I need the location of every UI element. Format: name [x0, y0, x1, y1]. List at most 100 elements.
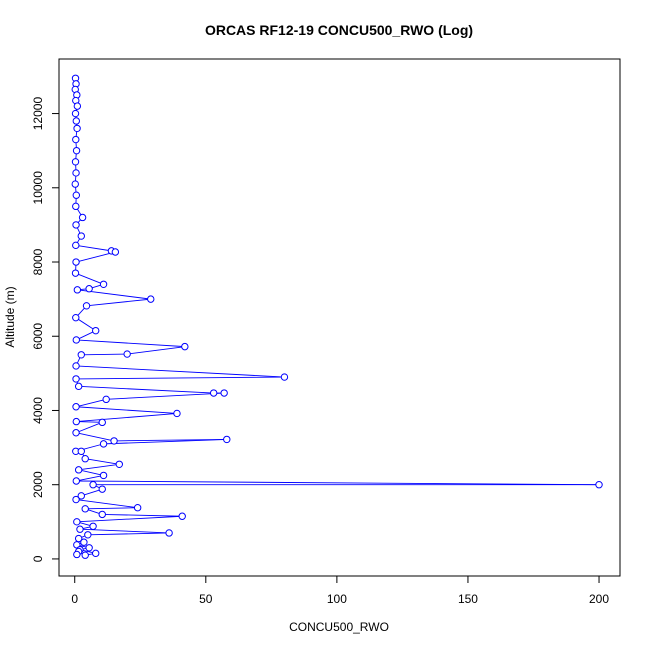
- series-line-segment: [81, 353, 128, 356]
- series-line-segment: [78, 463, 120, 471]
- data-point: [98, 418, 106, 427]
- data-point: [89, 522, 97, 530]
- data-point: [115, 460, 123, 468]
- data-point: [99, 440, 108, 448]
- data-point: [220, 389, 228, 397]
- data-point: [80, 538, 88, 546]
- data-point: [82, 302, 91, 310]
- data-point: [72, 375, 80, 383]
- data-point: [99, 280, 108, 288]
- series-line-segment: [76, 515, 183, 523]
- series-line-segment: [86, 298, 151, 307]
- data-point: [76, 525, 84, 533]
- series-line-segment: [76, 474, 104, 482]
- data-point: [84, 531, 92, 539]
- data-point: [72, 403, 80, 411]
- series-line-segment: [79, 528, 170, 534]
- x-tick-label: 200: [589, 592, 609, 606]
- series-line-segment: [85, 507, 138, 510]
- data-point: [72, 241, 80, 250]
- data-point: [72, 362, 80, 370]
- series-line-segment: [76, 376, 285, 380]
- y-tick-label: 8000: [31, 248, 45, 275]
- x-axis-label: CONCU500_RWO: [289, 620, 389, 634]
- series-line-segment: [75, 432, 115, 442]
- data-point: [77, 351, 85, 359]
- data-point: [72, 258, 80, 266]
- data-point: [123, 350, 131, 358]
- series-line-segment: [102, 513, 183, 517]
- data-point: [99, 471, 108, 480]
- data-point: [72, 221, 80, 229]
- series-line-segment: [103, 438, 227, 445]
- data-point: [89, 480, 97, 489]
- series-line-segment: [75, 317, 96, 332]
- data-point: [71, 269, 80, 277]
- data-point: [165, 529, 173, 537]
- data-point: [98, 485, 106, 493]
- data-point: [92, 549, 100, 558]
- series-line-segment: [76, 412, 178, 423]
- series-line-segment: [75, 244, 112, 252]
- y-tick-label: 2000: [31, 471, 45, 498]
- data-point: [102, 395, 110, 404]
- series-points: [71, 74, 603, 559]
- chart-title: ORCAS RF12-19 CONCU500_RWO (Log): [205, 22, 473, 38]
- data-point: [81, 455, 89, 463]
- y-axis-label: Altitude (m): [3, 286, 17, 347]
- data-point: [71, 180, 79, 188]
- data-point: [73, 550, 81, 559]
- data-point: [72, 191, 81, 199]
- series-line-segment: [106, 392, 225, 400]
- series-line-segment: [85, 458, 120, 465]
- data-point: [181, 342, 189, 351]
- x-tick-label: 50: [199, 592, 213, 606]
- data-point: [98, 510, 106, 519]
- data-point: [77, 492, 85, 500]
- data-point: [81, 551, 89, 559]
- data-point: [111, 248, 120, 256]
- data-point: [147, 295, 155, 303]
- series-line-segment: [75, 272, 104, 285]
- series-line-segment: [75, 398, 107, 408]
- series-line-segment: [76, 480, 600, 486]
- data-point: [81, 505, 89, 513]
- data-point: [92, 326, 100, 335]
- data-point: [133, 504, 142, 512]
- data-point: [73, 102, 82, 110]
- y-tick-label: 4000: [31, 397, 45, 424]
- data-point: [173, 409, 181, 418]
- y-axis: 0 2000 4000 6000 8000 10000 12000: [31, 97, 60, 562]
- series-line-segment: [76, 365, 285, 378]
- data-point: [223, 435, 231, 444]
- series-line-segment: [75, 499, 138, 509]
- data-point: [73, 286, 82, 294]
- data-point: [71, 109, 80, 118]
- data-point: [110, 437, 118, 445]
- y-tick-label: 6000: [31, 323, 45, 350]
- data-point: [72, 135, 80, 144]
- y-tick-label: 10000: [31, 171, 45, 205]
- data-point: [72, 477, 81, 485]
- data-point: [72, 146, 81, 155]
- x-axis: 0 50 100 150 200: [71, 575, 609, 606]
- x-tick-label: 100: [327, 592, 347, 606]
- series-line-segment: [78, 469, 104, 476]
- data-point: [72, 313, 80, 322]
- data-point: [280, 373, 289, 381]
- data-point: [72, 429, 80, 437]
- data-point: [74, 382, 83, 391]
- data-point: [72, 336, 81, 344]
- data-point: [73, 518, 81, 526]
- data-point: [85, 544, 93, 552]
- series-line-segment: [75, 421, 103, 434]
- series-line-segment: [87, 532, 170, 536]
- series-line-segment: [75, 251, 116, 263]
- data-point: [178, 512, 186, 520]
- series-line-segment: [76, 421, 103, 423]
- data-point: [72, 417, 81, 426]
- y-tick-label: 12000: [31, 97, 45, 131]
- series-line-segment: [76, 406, 177, 414]
